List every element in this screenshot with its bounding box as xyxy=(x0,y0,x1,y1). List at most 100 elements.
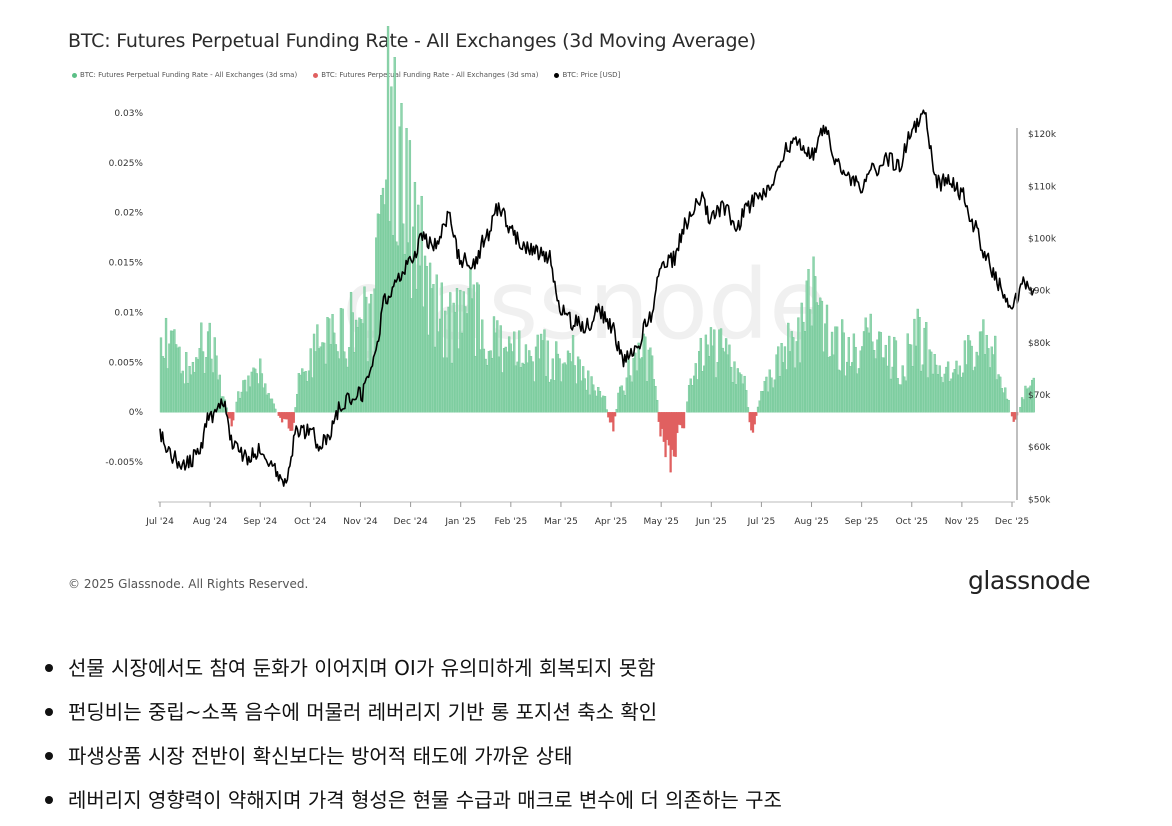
funding-bar-positive xyxy=(1032,377,1035,413)
funding-bar-positive xyxy=(218,374,221,413)
left-tick-label: 0.015% xyxy=(109,259,144,269)
funding-bar-negative xyxy=(232,412,235,421)
x-axis-ticks: Jul '24 Aug '24 Sep '24 Oct '24 Nov '24 Dec '… xyxy=(145,502,1029,527)
summary-bullet-list: 선물 시장에서도 참여 둔화가 이어지며 OI가 유의미하게 회복되지 못함 펀… xyxy=(44,650,782,826)
funding-bar-positive xyxy=(408,140,412,413)
funding-bar-positive xyxy=(472,284,475,413)
legend-dot-green xyxy=(72,72,77,78)
funding-bar-positive xyxy=(449,292,452,413)
x-tick-label: Jul '25 xyxy=(747,517,776,527)
x-tick-label: Nov '24 xyxy=(343,517,378,527)
legend-item-price[interactable]: BTC: Price [USD] xyxy=(554,71,620,79)
funding-bar-positive xyxy=(918,317,921,413)
x-tick-label: Nov '25 xyxy=(945,517,979,527)
left-tick-label: 0.025% xyxy=(109,159,144,169)
x-tick-label: Aug '25 xyxy=(794,517,828,527)
funding-bar-positive xyxy=(587,370,590,413)
funding-bar-positive xyxy=(420,195,423,413)
funding-bars xyxy=(159,26,1035,473)
right-tick-label: $90k xyxy=(1028,287,1051,297)
left-tick-label: 0.005% xyxy=(109,358,144,368)
funding-bar-positive xyxy=(654,386,657,413)
x-tick-label: Sep '25 xyxy=(845,517,879,527)
glassnode-logo[interactable]: glassnode xyxy=(968,566,1091,595)
right-tick-label: $110k xyxy=(1028,182,1057,192)
x-tick-label: Dec '25 xyxy=(995,517,1029,527)
funding-bar-positive xyxy=(644,336,647,413)
x-tick-label: Mar '25 xyxy=(544,517,578,527)
funding-bar-positive xyxy=(888,335,891,413)
legend-item-funding-negative[interactable]: BTC: Futures Perpetual Funding Rate - Al… xyxy=(313,71,538,79)
funding-bar-positive xyxy=(746,407,750,413)
funding-bar-negative xyxy=(753,412,756,425)
funding-bar-positive xyxy=(546,340,549,413)
funding-bar-negative xyxy=(674,412,677,457)
legend-label: BTC: Futures Perpetual Funding Rate - Al… xyxy=(80,71,298,79)
funding-bar-positive xyxy=(272,403,275,413)
btc-price-line xyxy=(159,109,1036,487)
funding-rate-chart[interactable]: glassnode -0.005%0%0.005%0.01%0.015%0.02… xyxy=(0,0,1172,560)
right-tick-label: $80k xyxy=(1028,339,1051,349)
legend-dot-black xyxy=(554,72,560,78)
right-tick-label: $50k xyxy=(1028,495,1051,505)
funding-bar-negative xyxy=(755,412,758,416)
funding-bar-negative xyxy=(613,412,617,417)
bullet-item: 선물 시장에서도 참여 둔화가 이어지며 OI가 유의미하게 회복되지 못함 xyxy=(44,650,782,694)
funding-bar-positive xyxy=(274,408,277,413)
left-tick-label: 0.02% xyxy=(114,209,143,219)
funding-bar-positive xyxy=(655,400,659,413)
funding-bar-negative xyxy=(682,412,686,429)
funding-bar-positive xyxy=(842,332,845,413)
legend-label: BTC: Futures Perpetual Funding Rate - Al… xyxy=(321,71,539,79)
left-tick-label: -0.005% xyxy=(105,458,143,468)
funding-bar-positive xyxy=(605,409,608,413)
funding-bar-positive xyxy=(894,340,898,413)
x-tick-label: Apr '25 xyxy=(595,517,627,527)
left-tick-label: 0.03% xyxy=(114,109,143,119)
funding-bar-positive xyxy=(994,335,997,413)
funding-bar-positive xyxy=(543,329,546,413)
bullet-item: 펀딩비는 중립~소폭 음수에 머물러 레버리지 기반 롱 포지션 축소 확인 xyxy=(44,694,782,738)
bullet-item: 레버리지 영향력이 약해지며 가격 형성은 현물 수급과 매크로 변수에 더 의… xyxy=(44,782,782,826)
funding-bar-positive xyxy=(164,317,168,413)
chart-title: BTC: Futures Perpetual Funding Rate - Al… xyxy=(68,30,757,52)
legend-label: BTC: Price [USD] xyxy=(562,71,621,79)
funding-bar-positive xyxy=(477,284,480,413)
funding-bar-positive xyxy=(440,282,443,413)
x-tick-label: Aug '24 xyxy=(193,517,228,527)
copyright-text: © 2025 Glassnode. All Rights Reserved. xyxy=(68,577,309,591)
right-tick-label: $70k xyxy=(1028,391,1051,401)
funding-bar-positive xyxy=(925,322,928,413)
chart-legend: BTC: Futures Perpetual Funding Rate - Al… xyxy=(72,71,620,79)
funding-bar-positive xyxy=(393,57,396,413)
right-tick-label: $60k xyxy=(1028,443,1051,453)
x-tick-label: Sep '24 xyxy=(243,517,277,527)
legend-dot-red xyxy=(313,72,319,78)
left-tick-label: 0% xyxy=(129,408,144,418)
funding-bar-positive xyxy=(745,390,748,413)
x-tick-label: Oct '25 xyxy=(896,517,928,527)
funding-bar-positive xyxy=(499,325,502,413)
legend-item-funding-positive[interactable]: BTC: Futures Perpetual Funding Rate - Al… xyxy=(72,71,297,79)
funding-bar-positive xyxy=(370,293,373,413)
left-axis-ticks: -0.005% 0% 0.005% 0.01% 0.015% 0.02% 0.025% 0.0… xyxy=(105,109,143,468)
bullet-item: 파생상품 시장 전반이 확신보다는 방어적 태도에 가까운 상태 xyxy=(44,738,782,782)
funding-bar-positive xyxy=(835,326,839,413)
right-tick-label: $120k xyxy=(1028,130,1057,140)
funding-bar-negative xyxy=(612,412,615,432)
funding-bar-positive xyxy=(386,26,390,413)
x-tick-label: Jan '25 xyxy=(444,517,476,527)
funding-bar-positive xyxy=(365,296,368,413)
price-line-group xyxy=(159,109,1036,487)
funding-bar-positive xyxy=(185,352,188,413)
x-tick-label: Feb '25 xyxy=(494,517,527,527)
right-axis-ticks: $50k $60k $70k $80k $90k $100k $110k $120k xyxy=(1028,130,1057,505)
x-tick-label: Oct '24 xyxy=(294,517,327,527)
x-tick-label: Dec '24 xyxy=(393,517,427,527)
left-tick-label: 0.01% xyxy=(114,309,143,319)
x-tick-label: Jul '24 xyxy=(145,517,174,527)
x-tick-label: May '25 xyxy=(643,517,678,527)
funding-bar-positive xyxy=(603,396,607,413)
right-tick-label: $100k xyxy=(1028,235,1057,245)
funding-bar-negative xyxy=(292,412,295,423)
